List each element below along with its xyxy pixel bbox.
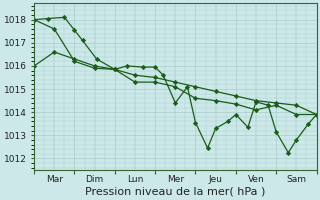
X-axis label: Pression niveau de la mer( hPa ): Pression niveau de la mer( hPa ) <box>85 187 266 197</box>
